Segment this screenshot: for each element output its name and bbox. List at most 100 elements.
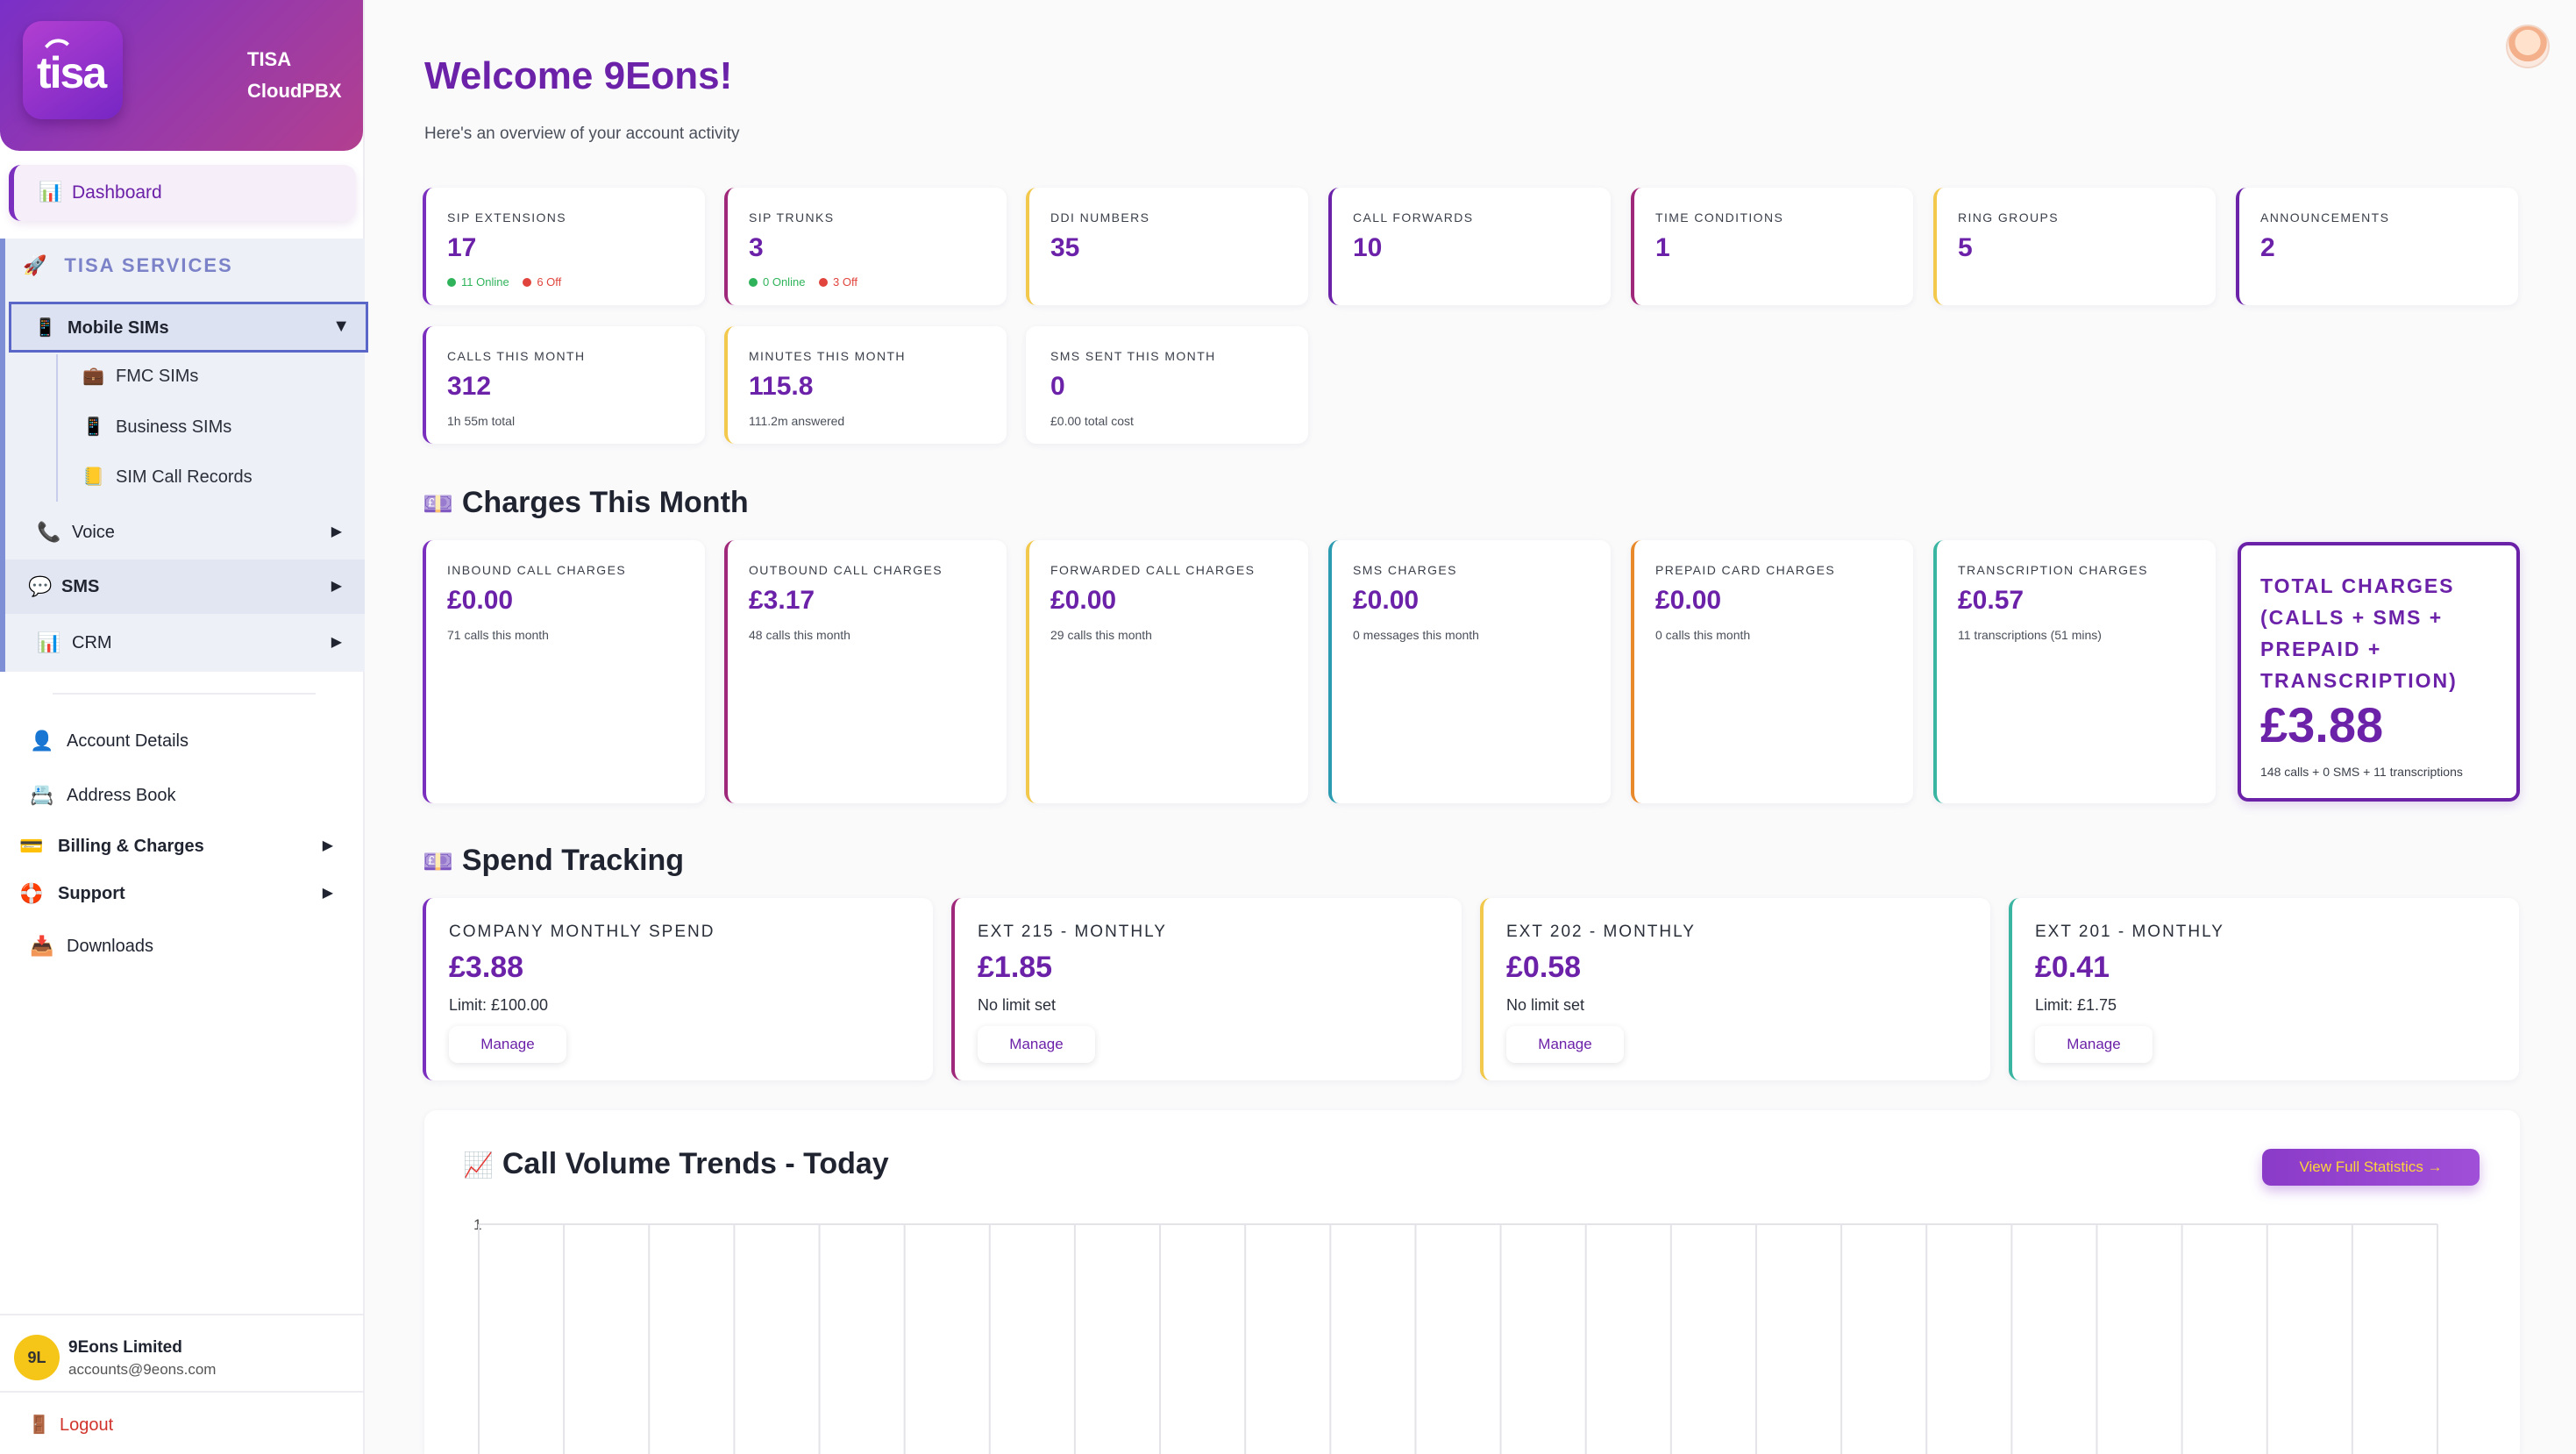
spend-title: COMPANY MONTHLY SPEND bbox=[449, 923, 715, 941]
profile-avatar[interactable] bbox=[2506, 25, 2550, 68]
spend-limit: Limit: £100.00 bbox=[449, 996, 549, 1014]
notebook-icon: 📒 bbox=[82, 467, 104, 487]
spend-value: £1.85 bbox=[978, 951, 1053, 984]
call-volume-title: 📈 Call Volume Trends - Today bbox=[463, 1147, 889, 1181]
nav-dashboard-label: Dashboard bbox=[72, 182, 162, 203]
nav-sim-call-records[interactable]: 📒 SIM Call Records bbox=[58, 459, 356, 494]
nav-support[interactable]: 🛟 Support ▶ bbox=[19, 873, 344, 912]
stat-sub: £0.00 total cost bbox=[1050, 414, 1134, 428]
offline-count: 3 Off bbox=[833, 275, 857, 289]
stat-sip-trunks[interactable]: SIP TRUNKS 3 0 Online 3 Off bbox=[724, 188, 1007, 305]
nav-mobile-sims-label: Mobile SIMs bbox=[68, 318, 169, 338]
spend-value: £0.41 bbox=[2035, 951, 2110, 984]
phone-icon: 📱 bbox=[82, 417, 104, 437]
status-summary: 0 Online 3 Off bbox=[749, 275, 857, 289]
nav-business-sims-label: Business SIMs bbox=[116, 417, 232, 437]
tisa-services-group: 🚀 TISA SERVICES 📱 Mobile SIMs ▼ 💼 FMC SIM… bbox=[0, 239, 368, 672]
nav-mobile-sims[interactable]: 📱 Mobile SIMs ▼ bbox=[9, 302, 368, 353]
nav-crm[interactable]: 📊 CRM ▶ bbox=[5, 616, 365, 670]
nav-dashboard[interactable]: 📊 Dashboard bbox=[9, 165, 356, 221]
spend-title: EXT 201 - MONTHLY bbox=[2035, 923, 2224, 941]
stat-sms-sent[interactable]: SMS SENT THIS MONTH 0 £0.00 total cost bbox=[1026, 326, 1308, 444]
spend-limit: No limit set bbox=[1506, 996, 1585, 1014]
spend-heading-label: Spend Tracking bbox=[461, 844, 685, 877]
stat-time-conditions[interactable]: TIME CONDITIONS 1 bbox=[1631, 188, 1913, 305]
logout-button[interactable]: 🚪 Logout bbox=[0, 1391, 363, 1454]
spend-ext-201: EXT 201 - MONTHLY £0.41 Limit: £1.75 Man… bbox=[2009, 898, 2519, 1080]
charge-value: £0.00 bbox=[447, 586, 514, 615]
stat-call-forwards[interactable]: CALL FORWARDS 10 bbox=[1328, 188, 1611, 305]
avatar: 9L bbox=[14, 1335, 60, 1380]
nav-fmc-sims[interactable]: 💼 FMC SIMs bbox=[58, 358, 356, 393]
charge-value: £0.00 bbox=[1050, 586, 1117, 615]
sidebar: tisa TISA CloudPBX 📊 Dashboard 🚀 TISA SER… bbox=[0, 0, 368, 1454]
nav-crm-label: CRM bbox=[72, 633, 112, 652]
total-sub: 148 calls + 0 SMS + 11 transcriptions bbox=[2260, 765, 2463, 779]
total-charges-card[interactable]: TOTAL CHARGES (CALLS + SMS + PREPAID + T… bbox=[2238, 542, 2520, 802]
total-title: TOTAL CHARGES (CALLS + SMS + PREPAID + T… bbox=[2260, 574, 2458, 692]
stat-sub: 1h 55m total bbox=[447, 414, 516, 428]
download-tray-icon: 📥 bbox=[30, 935, 54, 957]
stat-title: CALL FORWARDS bbox=[1353, 210, 1474, 225]
user-name: 9Eons Limited bbox=[68, 1338, 182, 1357]
charge-title: OUTBOUND CALL CHARGES bbox=[749, 563, 943, 577]
stat-ring-groups[interactable]: RING GROUPS 5 bbox=[1933, 188, 2216, 305]
nav-account-details[interactable]: 👤 Account Details bbox=[30, 721, 354, 759]
spend-ext-202: EXT 202 - MONTHLY £0.58 No limit set Man… bbox=[1480, 898, 1990, 1080]
nav-voice[interactable]: 📞 Voice ▶ bbox=[5, 505, 365, 560]
charge-prepaid[interactable]: PREPAID CARD CHARGES £0.00 0 calls this … bbox=[1631, 540, 1913, 803]
charge-transcription[interactable]: TRANSCRIPTION CHARGES £0.57 11 transcrip… bbox=[1933, 540, 2216, 803]
stat-minutes-this-month[interactable]: MINUTES THIS MONTH 115.8 111.2m answered bbox=[724, 326, 1007, 444]
spend-company: COMPANY MONTHLY SPEND £3.88 Limit: £100.… bbox=[423, 898, 933, 1080]
charge-title: PREPAID CARD CHARGES bbox=[1655, 563, 1836, 577]
offline-count: 6 Off bbox=[537, 275, 562, 289]
speech-bubble-icon: 💬 bbox=[28, 575, 53, 597]
stat-announcements[interactable]: ANNOUNCEMENTS 2 bbox=[2236, 188, 2518, 305]
stat-title: DDI NUMBERS bbox=[1050, 210, 1150, 225]
manage-button[interactable]: Manage bbox=[2035, 1026, 2153, 1063]
charge-value: £0.57 bbox=[1958, 586, 2025, 615]
charge-sub: 48 calls this month bbox=[749, 628, 850, 642]
chart-icon: 📊 bbox=[37, 631, 61, 653]
spend-title: EXT 202 - MONTHLY bbox=[1506, 923, 1696, 941]
charge-sub: 71 calls this month bbox=[447, 628, 549, 642]
online-dot-icon bbox=[749, 278, 758, 287]
chevron-right-icon: ▶ bbox=[322, 838, 333, 853]
spend-value: £0.58 bbox=[1506, 951, 1582, 984]
chevron-right-icon: ▶ bbox=[331, 635, 342, 650]
user-email: accounts@9eons.com bbox=[68, 1361, 217, 1378]
stat-title: CALLS THIS MONTH bbox=[447, 349, 586, 363]
stat-value: 5 bbox=[1958, 233, 1973, 262]
nav-address-book[interactable]: 📇 Address Book bbox=[30, 775, 354, 814]
charge-inbound[interactable]: INBOUND CALL CHARGES £0.00 71 calls this… bbox=[423, 540, 705, 803]
offline-dot-icon bbox=[819, 278, 829, 287]
online-count: 0 Online bbox=[763, 275, 806, 289]
stat-ddi-numbers[interactable]: DDI NUMBERS 35 bbox=[1026, 188, 1308, 305]
user-profile[interactable]: 9L 9Eons Limited accounts@9eons.com bbox=[0, 1314, 363, 1391]
manage-button[interactable]: Manage bbox=[449, 1026, 566, 1063]
nav-downloads[interactable]: 📥 Downloads bbox=[30, 926, 354, 965]
nav-sim-call-records-label: SIM Call Records bbox=[116, 467, 253, 487]
charge-sms[interactable]: SMS CHARGES £0.00 0 messages this month bbox=[1328, 540, 1611, 803]
address-book-icon: 📇 bbox=[30, 784, 54, 806]
nav-voice-label: Voice bbox=[72, 523, 115, 542]
charge-forwarded[interactable]: FORWARDED CALL CHARGES £0.00 29 calls th… bbox=[1026, 540, 1308, 803]
manage-button[interactable]: Manage bbox=[978, 1026, 1095, 1063]
nav-fmc-sims-label: FMC SIMs bbox=[116, 367, 199, 386]
mobile-phone-icon: 📱 bbox=[34, 318, 56, 338]
nav-billing-charges[interactable]: 💳 Billing & Charges ▶ bbox=[19, 826, 344, 865]
stat-value: 10 bbox=[1353, 233, 1383, 262]
bar-chart-icon: 📊 bbox=[39, 181, 63, 203]
view-full-statistics-button[interactable]: View Full Statistics → bbox=[2262, 1149, 2480, 1186]
tisa-logo[interactable]: tisa bbox=[23, 21, 123, 119]
nav-account-details-label: Account Details bbox=[67, 731, 189, 751]
charge-sub: 11 transcriptions (51 mins) bbox=[1958, 628, 2102, 642]
nav-business-sims[interactable]: 📱 Business SIMs bbox=[58, 409, 356, 444]
nav-sms[interactable]: 💬 SMS ▶ bbox=[5, 560, 365, 614]
manage-button[interactable]: Manage bbox=[1506, 1026, 1624, 1063]
chart-grid bbox=[478, 1223, 2438, 1454]
stat-calls-this-month[interactable]: CALLS THIS MONTH 312 1h 55m total bbox=[423, 326, 705, 444]
charge-outbound[interactable]: OUTBOUND CALL CHARGES £3.17 48 calls thi… bbox=[724, 540, 1007, 803]
stat-sip-extensions[interactable]: SIP EXTENSIONS 17 11 Online 6 Off bbox=[423, 188, 705, 305]
door-icon: 🚪 bbox=[28, 1415, 50, 1435]
